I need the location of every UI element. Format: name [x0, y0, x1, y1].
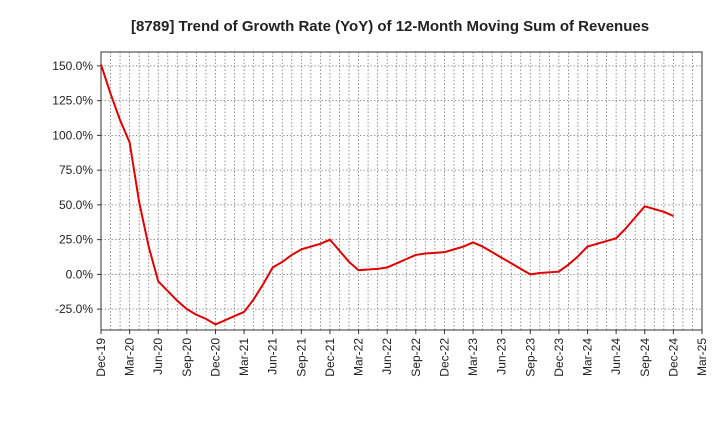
x-tick-label: Jun-20: [151, 338, 165, 375]
x-tick-label: Jun-24: [609, 338, 623, 375]
series-line: [100, 64, 674, 326]
x-axis: Dec-19 Mar-20 Jun-20 Sep-20 Dec-20 Mar-21 Jun-…: [94, 330, 709, 377]
y-tick-label: 125.0%: [52, 94, 93, 108]
x-tick-label: Mar-25: [695, 338, 709, 376]
chart-title: [8789] Trend of Growth Rate (YoY) of 12-…: [131, 18, 649, 35]
y-tick-label: 25.0%: [59, 233, 93, 247]
x-tick-label: Dec-22: [437, 338, 451, 377]
x-tick-label: Dec-21: [323, 338, 337, 377]
x-tick-label: Jun-22: [380, 338, 394, 375]
y-axis: 150.0% 125.0% 100.0% 75.0% 50.0% 25.0% 0.0% -25…: [52, 59, 101, 316]
x-tick-label: Sep-24: [638, 338, 652, 377]
plot-area: [100, 51, 703, 331]
x-tick-label: Mar-22: [352, 338, 366, 376]
y-tick-label: 75.0%: [59, 163, 93, 177]
y-tick-label: 0.0%: [66, 267, 94, 281]
x-tick-label: Dec-23: [552, 338, 566, 377]
x-tick-label: Sep-22: [409, 338, 423, 377]
x-tick-label: Mar-21: [237, 338, 251, 376]
x-tick-label: Mar-20: [123, 338, 137, 376]
x-tick-label: Mar-24: [581, 338, 595, 376]
y-tick-label: 50.0%: [59, 198, 93, 212]
x-tick-label: Sep-20: [180, 338, 194, 377]
x-tick-label: Dec-19: [94, 338, 108, 377]
x-tick-label: Jun-23: [495, 338, 509, 375]
x-tick-label: Dec-24: [666, 338, 680, 377]
y-tick-label: 100.0%: [52, 128, 93, 142]
grid: [101, 52, 702, 330]
x-tick-label: Jun-21: [266, 338, 280, 375]
y-tick-label: 150.0%: [52, 59, 93, 73]
y-tick-label: -25.0%: [55, 302, 93, 316]
x-tick-label: Sep-23: [523, 338, 537, 377]
x-tick-label: Dec-20: [208, 338, 222, 377]
x-tick-label: Mar-23: [466, 338, 480, 376]
x-tick-label: Sep-21: [294, 338, 308, 377]
